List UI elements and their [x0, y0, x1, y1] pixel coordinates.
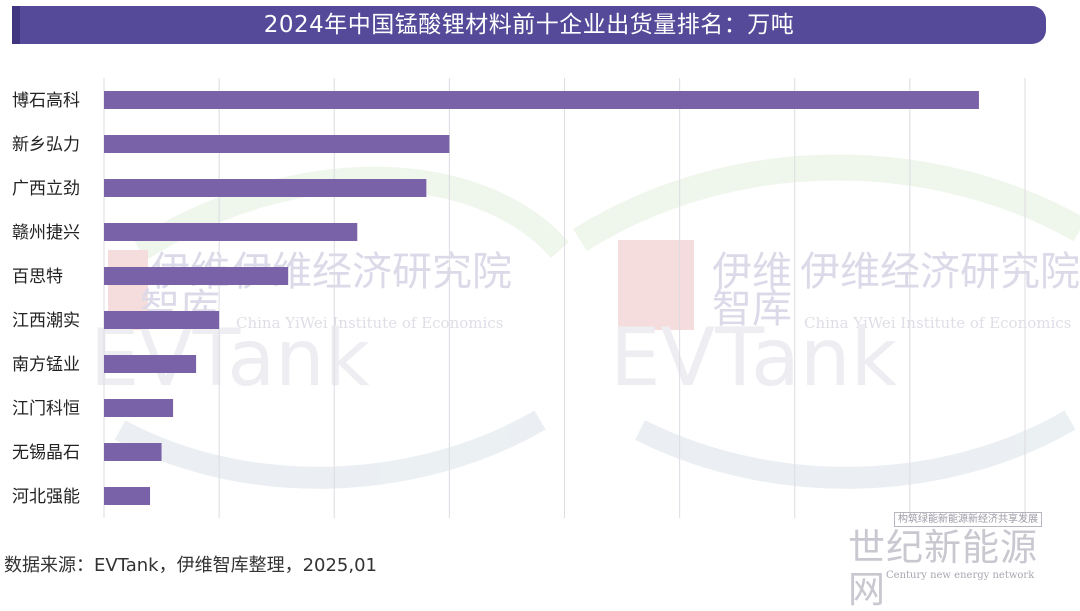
chart-title: 2024年中国锰酸锂材料前十企业出货量排名：万吨 — [12, 6, 1046, 44]
category-label: 赣州捷兴 — [12, 223, 80, 243]
category-label: 江门科恒 — [12, 399, 80, 419]
category-label: 百思特 — [12, 267, 63, 287]
category-label: 博石高科 — [12, 91, 80, 111]
bar — [104, 223, 358, 241]
bar — [104, 179, 427, 197]
category-label: 江西潮实 — [12, 311, 80, 331]
bar — [104, 399, 174, 417]
bar — [104, 487, 151, 505]
bar-chart: 伊维 智库 伊维经济研究院 China YiWei Institute of E… — [12, 78, 1080, 518]
bar — [104, 311, 220, 329]
watermark-en: China YiWei Institute of Economics — [236, 314, 503, 332]
corner-logo-name: 世纪新能源网 — [848, 526, 1038, 611]
bars — [104, 91, 979, 505]
category-label: 广西立劲 — [12, 179, 80, 199]
category-label: 新乡弘力 — [12, 135, 80, 155]
category-label: 南方锰业 — [12, 355, 80, 375]
watermark-brand-right: EVTank — [610, 311, 898, 404]
data-source: 数据来源：EVTank，伊维智库整理，2025,01 — [4, 555, 377, 576]
watermark: 伊维 智库 伊维经济研究院 China YiWei Institute of E… — [90, 154, 1080, 489]
bar — [104, 443, 162, 461]
bar — [104, 267, 289, 285]
category-label: 河北强能 — [12, 487, 80, 507]
watermark-zh-short-1-right: 伊维 — [712, 249, 792, 295]
corner-logo: 构筑绿能新能源新经济共享发展 世纪新能源网 Century new energy… — [848, 512, 1074, 611]
corner-logo-tagline: 构筑绿能新能源新经济共享发展 — [894, 512, 1042, 527]
watermark-zh-short-2-right: 智库 — [712, 286, 792, 332]
bar — [104, 355, 197, 373]
watermark-zh-long-right: 伊维经济研究院 — [800, 249, 1080, 295]
category-label: 无锡晶石 — [12, 443, 80, 463]
bar — [104, 135, 450, 153]
bar — [104, 91, 979, 109]
watermark-en-right: China YiWei Institute of Economics — [804, 314, 1071, 332]
corner-logo-english: Century new energy network — [886, 570, 1035, 581]
